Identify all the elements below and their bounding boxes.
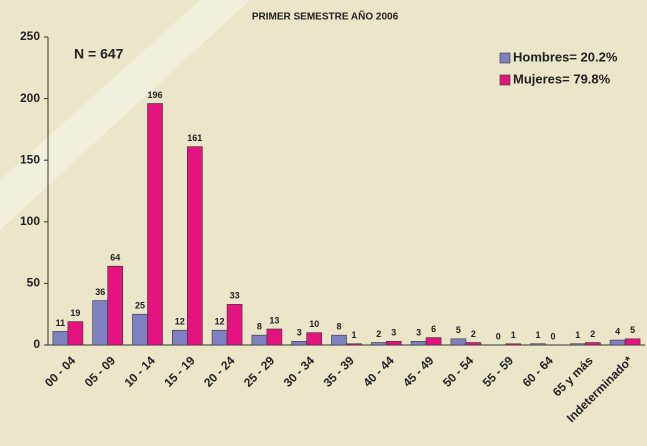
legend-swatch	[499, 74, 511, 86]
bar	[251, 334, 268, 346]
value-label: 10	[309, 319, 319, 329]
value-label: 3	[416, 328, 421, 338]
y-tick-label: 200	[20, 91, 40, 105]
bar	[92, 300, 108, 346]
value-label: 161	[187, 133, 202, 143]
value-label: 1	[511, 330, 516, 340]
bar	[530, 343, 546, 346]
value-label: 3	[391, 328, 396, 338]
bar	[226, 304, 243, 346]
bar	[584, 342, 601, 346]
y-tick-label: 50	[27, 276, 41, 290]
value-label: 13	[269, 315, 279, 325]
value-label: 1	[575, 330, 580, 340]
value-label: 1	[351, 330, 356, 340]
bar	[505, 343, 522, 346]
bar	[187, 146, 203, 346]
y-tick-label: 250	[20, 29, 40, 43]
value-label: 11	[56, 318, 66, 328]
bar	[291, 341, 308, 346]
value-label: 64	[110, 253, 120, 263]
y-tick-label: 0	[33, 337, 40, 351]
y-tick-label: 150	[20, 152, 40, 166]
value-label: 2	[471, 329, 476, 339]
bar	[385, 341, 402, 346]
bar	[624, 338, 641, 346]
annotation: N = 647	[74, 46, 124, 62]
value-label: 0	[496, 331, 501, 341]
value-label: 5	[456, 325, 461, 335]
value-label: 19	[70, 308, 80, 318]
bar	[266, 328, 283, 346]
bar	[450, 338, 467, 346]
bar	[346, 343, 362, 346]
bar	[211, 329, 228, 346]
background-stripe	[0, 0, 250, 230]
bar	[609, 339, 626, 346]
bar	[52, 331, 69, 346]
legend-label: Hombres= 20.2%	[513, 49, 618, 64]
value-label: 25	[135, 301, 145, 311]
bar	[132, 313, 148, 346]
value-label: 196	[147, 90, 162, 100]
chart-title: PRIMER SEMESTRE AÑO 2006	[252, 10, 399, 23]
bar	[67, 321, 84, 346]
bar	[172, 329, 188, 346]
value-label: 12	[175, 317, 185, 327]
bar	[410, 341, 427, 346]
bar	[425, 337, 442, 346]
value-label: 2	[590, 329, 595, 339]
value-label: 2	[376, 329, 381, 339]
legend-label: Mujeres= 79.8%	[513, 71, 611, 86]
legend-swatch	[499, 52, 511, 64]
bar	[370, 342, 387, 346]
value-label: 33	[230, 291, 240, 301]
bar	[331, 334, 347, 346]
value-label: 3	[297, 328, 302, 338]
value-label: 6	[431, 324, 436, 334]
value-label: 36	[95, 287, 105, 297]
bar	[107, 265, 123, 346]
value-label: 12	[215, 317, 225, 327]
bar	[465, 342, 482, 346]
y-tick-label: 100	[20, 214, 40, 228]
value-label: 4	[615, 326, 620, 336]
value-label: 5	[630, 325, 635, 335]
value-label: 8	[257, 322, 262, 332]
bar	[569, 343, 586, 346]
bar	[147, 103, 163, 346]
value-label: 0	[550, 331, 555, 341]
value-label: 1	[535, 330, 540, 340]
value-label: 8	[336, 322, 341, 332]
bar	[306, 332, 323, 346]
